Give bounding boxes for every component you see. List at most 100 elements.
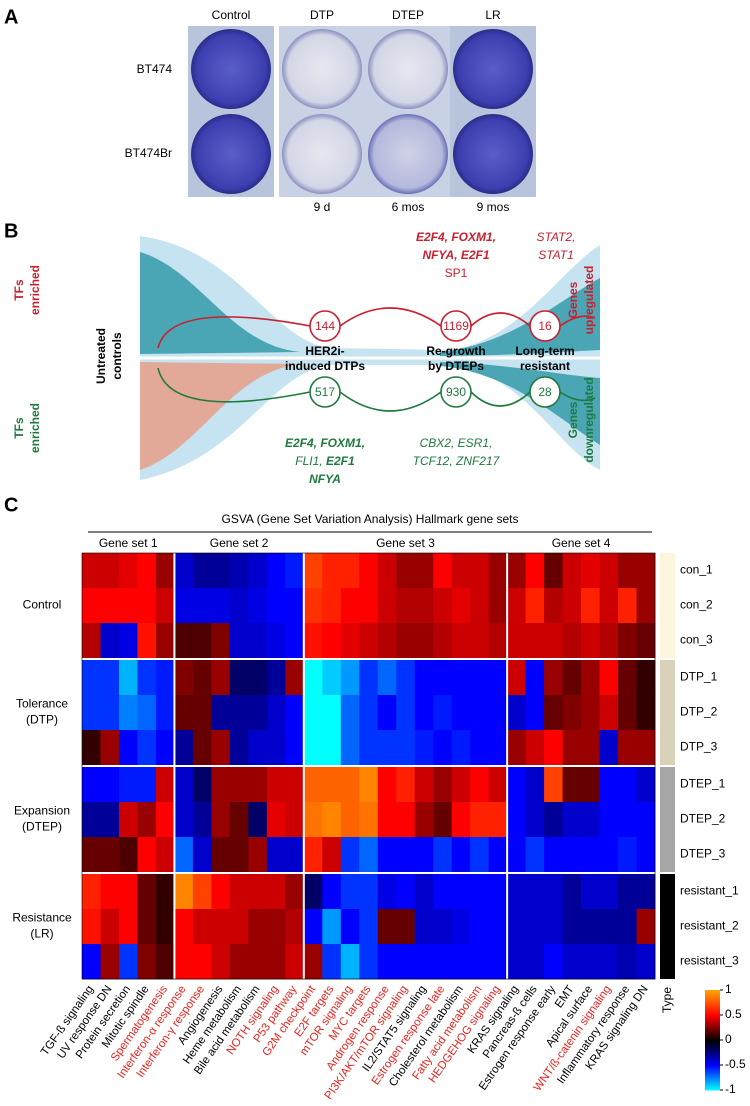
line: by DTEPs	[428, 359, 484, 373]
heat-cell	[229, 588, 249, 624]
heat-cell	[192, 660, 212, 696]
heat-cell	[118, 730, 138, 766]
heat-cell	[599, 588, 619, 624]
heat-cell	[248, 909, 268, 945]
heat-cell	[618, 588, 637, 624]
heat-cell	[118, 837, 138, 873]
heat-cell	[451, 837, 471, 873]
heat-cell	[507, 837, 527, 873]
heat-cell	[100, 695, 120, 731]
colorbar-label: -1	[725, 1082, 736, 1096]
heat-cell	[155, 767, 175, 803]
gene-count: 517	[315, 385, 335, 399]
heat-cell	[396, 802, 416, 838]
row-label: DTP_2	[680, 705, 718, 719]
stage-label: Long-term resistant	[515, 344, 574, 373]
heat-cell	[303, 588, 323, 624]
colorbar-step	[705, 990, 720, 993]
heat-cell	[118, 553, 138, 589]
colorbar-step	[705, 1000, 720, 1003]
group-separator	[82, 765, 655, 767]
gene-count: 930	[446, 385, 466, 399]
heat-cell	[636, 837, 656, 873]
heat-cell	[488, 837, 508, 873]
heat-cell	[544, 623, 563, 659]
heat-cell	[155, 802, 175, 838]
heat-cell	[137, 660, 157, 696]
heat-cell	[377, 944, 397, 980]
heat-cell	[544, 837, 563, 873]
heat-cell	[433, 944, 453, 980]
duration: 9 d	[314, 200, 331, 214]
heat-cell	[285, 909, 305, 945]
heat-cell	[100, 588, 120, 624]
heat-cell	[137, 588, 157, 624]
heat-cell	[618, 874, 637, 910]
heat-cell	[248, 802, 268, 838]
heat-cell	[414, 588, 434, 624]
heat-cell	[451, 909, 471, 945]
heat-cell	[155, 623, 175, 659]
heat-cell	[525, 695, 545, 731]
heat-cell	[118, 588, 138, 624]
panel-label: C	[4, 494, 18, 516]
heat-cell	[599, 553, 619, 589]
heat-cell	[451, 767, 471, 803]
heat-cell	[525, 802, 545, 838]
heat-cell	[451, 695, 471, 731]
condition: Control	[212, 8, 251, 22]
panel-label: B	[4, 220, 18, 242]
heat-cell	[100, 767, 120, 803]
heat-cell	[340, 695, 360, 731]
heat-cell	[599, 767, 619, 803]
heat-cell	[322, 623, 342, 659]
heat-cell	[211, 553, 231, 589]
heat-cell	[396, 874, 416, 910]
colorbar-step	[705, 1042, 720, 1045]
heat-cell	[174, 553, 194, 589]
group-separator	[82, 872, 655, 874]
flow-shapes	[140, 236, 600, 480]
heat-cell	[340, 623, 360, 659]
group-label: (LR)	[30, 927, 53, 941]
stage-label: HER2i-induced DTPs	[285, 344, 365, 373]
heat-cell	[359, 588, 379, 624]
heat-cell	[340, 909, 360, 945]
heat-cell	[433, 874, 453, 910]
heat-cell	[433, 837, 453, 873]
heat-cell	[562, 767, 582, 803]
heat-cell	[248, 660, 268, 696]
heat-cell	[396, 730, 416, 766]
stage-label: Re-growth by DTEPs	[426, 344, 485, 373]
heat-cell	[192, 623, 212, 659]
heat-cell	[211, 944, 231, 980]
heat-cell	[174, 730, 194, 766]
heat-cell	[303, 874, 323, 910]
heat-cell	[470, 944, 490, 980]
line: induced DTPs	[285, 359, 365, 373]
heat-cell	[544, 802, 563, 838]
heat-cell	[599, 874, 619, 910]
colorbar-step	[705, 1016, 720, 1019]
heat-cell	[137, 553, 157, 589]
condition: DTP	[310, 8, 334, 22]
heat-cell	[229, 874, 249, 910]
heat-cell	[636, 909, 656, 945]
heat-cell	[396, 944, 416, 980]
colorbar-step	[705, 1034, 720, 1037]
heat-cell	[174, 767, 194, 803]
colorbar-step	[705, 1046, 720, 1049]
heat-cell	[174, 588, 194, 624]
group-separator	[82, 658, 655, 660]
heat-cell	[414, 730, 434, 766]
heat-cell	[451, 660, 471, 696]
heat-cell	[618, 660, 637, 696]
set-separator	[173, 553, 176, 979]
heat-cell	[322, 660, 342, 696]
row-label: DTP_1	[680, 670, 718, 684]
condition: LR	[485, 8, 501, 22]
type-bar	[660, 660, 675, 765]
heat-cell	[470, 730, 490, 766]
heat-cell	[155, 837, 175, 873]
heat-cell	[636, 623, 656, 659]
